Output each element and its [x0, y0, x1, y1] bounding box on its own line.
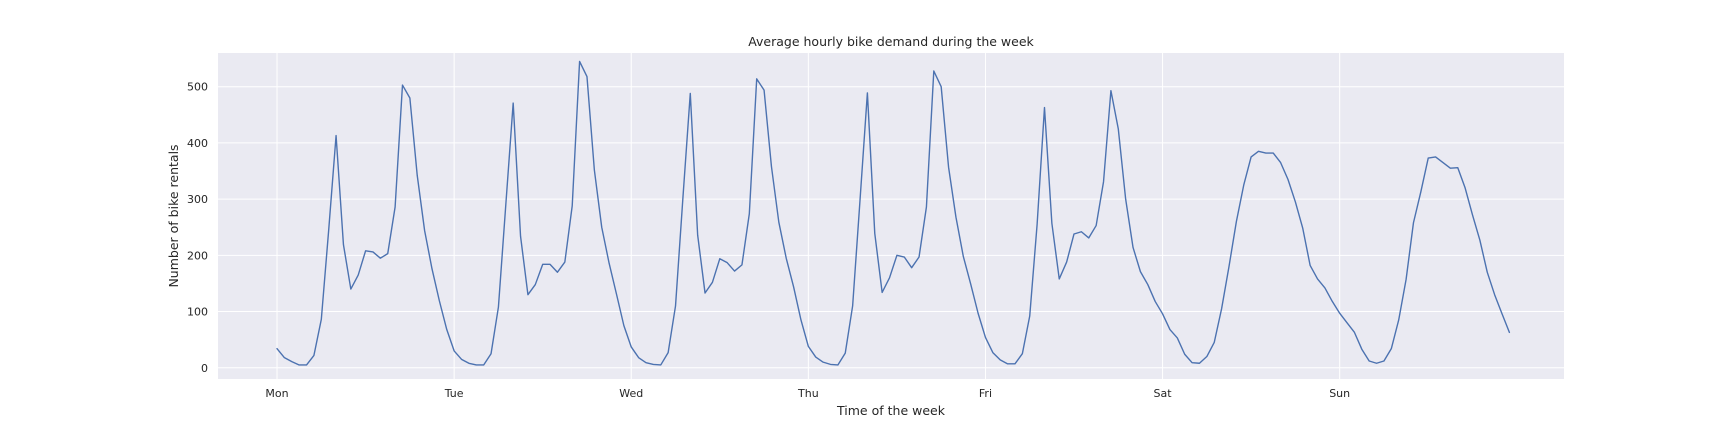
- plot-background: [218, 53, 1564, 379]
- y-tick-label: 400: [187, 137, 208, 150]
- x-tick-label: Sun: [1329, 387, 1350, 400]
- x-axis-title: Time of the week: [836, 403, 946, 418]
- y-axis-title: Number of bike rentals: [166, 144, 181, 287]
- y-tick-label: 300: [187, 193, 208, 206]
- tick-labels: 0 100 200 300 400 500 Mon Tue Wed Thu Fri Sat Sun: [187, 81, 1350, 400]
- series-line: [276, 60, 1511, 366]
- y-tick-label: 0: [201, 362, 208, 375]
- x-tick-label: Wed: [619, 387, 643, 400]
- y-tick-label: 500: [187, 81, 208, 94]
- y-tick-label: 100: [187, 306, 208, 319]
- x-tick-label: Tue: [444, 387, 464, 400]
- y-tick-label: 200: [187, 249, 208, 262]
- x-tick-label: Fri: [979, 387, 992, 400]
- x-tick-label: Thu: [797, 387, 819, 400]
- x-tick-label: Sat: [1154, 387, 1173, 400]
- chart-title: Average hourly bike demand during the we…: [748, 34, 1034, 49]
- x-tick-label: Mon: [265, 387, 288, 400]
